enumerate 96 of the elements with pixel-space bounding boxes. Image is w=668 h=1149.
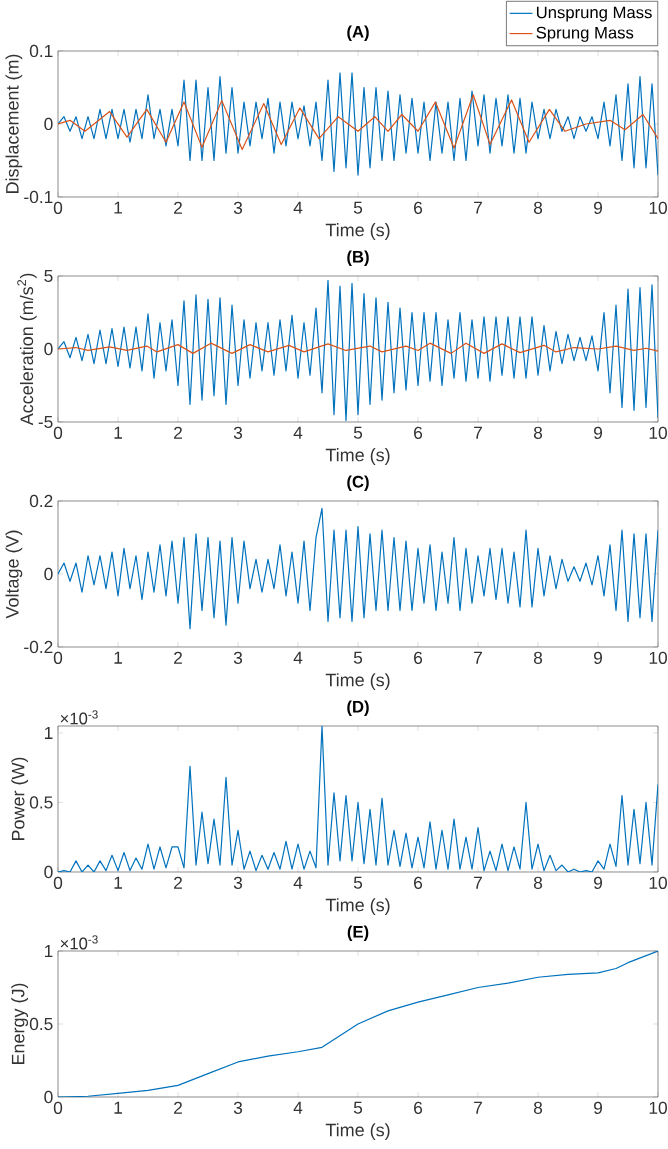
x-axis-title: Time (s) bbox=[325, 448, 390, 465]
x-tick-label: 4 bbox=[293, 1101, 303, 1114]
x-tick-label: 1 bbox=[114, 876, 122, 889]
y-tick-label: -0.2 bbox=[24, 640, 53, 654]
x-tick-label: 6 bbox=[414, 426, 423, 439]
y-axis-title: Voltage (V) bbox=[5, 530, 23, 619]
x-tick-label: 1 bbox=[114, 1101, 122, 1114]
x-tick-label: 7 bbox=[474, 426, 482, 439]
x-tick-label: 3 bbox=[233, 201, 243, 214]
x-tick-label: 0 bbox=[53, 1101, 63, 1114]
x-tick-label: 9 bbox=[594, 651, 603, 664]
x-axis-title: Time (s) bbox=[325, 898, 390, 915]
x-tick-label: 3 bbox=[233, 1101, 243, 1114]
x-tick-label: 4 bbox=[293, 876, 303, 889]
y-tick-label: 0.5 bbox=[29, 796, 53, 809]
y-tick-label: 1 bbox=[44, 945, 53, 957]
x-tick-label: 1 bbox=[114, 426, 122, 439]
y-tick-label: 0.1 bbox=[29, 44, 53, 58]
y-tick-label: 0 bbox=[44, 1090, 53, 1104]
x-tick-label: 6 bbox=[414, 651, 423, 664]
y-axis-title: Displacement (m) bbox=[5, 54, 23, 194]
x-tick-label: 2 bbox=[174, 201, 182, 214]
line-series bbox=[58, 94, 659, 151]
x-axis-title: Time (s) bbox=[325, 1123, 390, 1140]
x-tick-label: 10 bbox=[649, 876, 667, 889]
line-series bbox=[58, 725, 658, 872]
x-tick-label: 7 bbox=[474, 876, 482, 889]
chart-title: (C) bbox=[347, 475, 369, 491]
y-tick-label: -0.1 bbox=[24, 190, 53, 204]
line-series bbox=[58, 72, 659, 176]
y-tick-label: 0 bbox=[44, 567, 53, 581]
y-axis-title: Acceleration (m/s$^{2}$) bbox=[17, 273, 37, 426]
x-tick-label: 3 bbox=[233, 876, 243, 889]
chart-title: (E) bbox=[347, 925, 369, 941]
line-series bbox=[58, 507, 659, 630]
text: ×10$^{-3}$ bbox=[60, 935, 98, 950]
x-tick-label: 4 bbox=[293, 426, 303, 439]
x-tick-label: 5 bbox=[353, 1101, 363, 1114]
x-tick-label: 4 bbox=[293, 651, 303, 664]
x-tick-label: 0 bbox=[53, 426, 63, 439]
x-axis-title: Time (s) bbox=[325, 223, 390, 240]
y-tick-label: 5 bbox=[44, 269, 53, 283]
text: ×10$^{-3}$ bbox=[60, 710, 98, 725]
x-tick-label: 5 bbox=[353, 201, 363, 214]
x-tick-label: 10 bbox=[649, 201, 667, 214]
x-tick-label: 3 bbox=[233, 426, 243, 439]
y-tick-label: 0 bbox=[44, 117, 53, 131]
x-tick-label: 10 bbox=[649, 651, 667, 664]
x-tick-label: 8 bbox=[533, 651, 543, 664]
x-tick-label: 8 bbox=[533, 876, 543, 889]
x-tick-label: 0 bbox=[53, 201, 63, 214]
x-axis-title: Time (s) bbox=[325, 673, 390, 690]
y-tick-label: 0.2 bbox=[29, 494, 53, 508]
legend-label: Unsprung Mass bbox=[536, 6, 652, 22]
x-tick-label: 8 bbox=[533, 201, 543, 214]
y-tick-label: 0 bbox=[44, 865, 53, 879]
x-tick-label: 10 bbox=[649, 1101, 667, 1114]
x-tick-label: 9 bbox=[594, 876, 603, 889]
x-tick-label: 10 bbox=[649, 426, 667, 439]
x-tick-label: 1 bbox=[114, 201, 122, 214]
x-tick-label: 6 bbox=[414, 1101, 423, 1114]
x-tick-label: 0 bbox=[53, 651, 63, 664]
x-tick-label: 9 bbox=[594, 1101, 603, 1114]
x-tick-label: 9 bbox=[594, 426, 603, 439]
line-series bbox=[58, 342, 658, 354]
line-series bbox=[58, 951, 659, 1097]
x-tick-label: 4 bbox=[293, 201, 303, 214]
y-axis-title: Power (W) bbox=[11, 757, 29, 841]
chart-title: (A) bbox=[347, 25, 369, 41]
chart-title: (B) bbox=[347, 250, 369, 266]
x-tick-label: 3 bbox=[233, 651, 243, 664]
x-tick-label: 8 bbox=[533, 1101, 543, 1114]
x-tick-label: 5 bbox=[353, 651, 363, 664]
x-tick-label: 7 bbox=[474, 651, 482, 664]
x-tick-label: 6 bbox=[414, 876, 423, 889]
y-tick-label: 0.5 bbox=[29, 1017, 53, 1031]
y-axis-title: Energy (J) bbox=[11, 983, 29, 1065]
y-tick-label: -5 bbox=[38, 415, 53, 429]
line-series bbox=[58, 279, 658, 422]
x-tick-label: 2 bbox=[174, 1101, 182, 1114]
chart-title: (D) bbox=[347, 700, 369, 716]
x-tick-label: 2 bbox=[174, 426, 182, 439]
x-tick-label: 7 bbox=[474, 201, 482, 214]
x-tick-label: 7 bbox=[474, 1101, 482, 1114]
y-tick-label: 0 bbox=[44, 342, 53, 356]
legend-label: Sprung Mass bbox=[536, 26, 634, 42]
x-tick-label: 2 bbox=[174, 651, 182, 664]
x-tick-label: 2 bbox=[174, 876, 182, 889]
x-tick-label: 8 bbox=[533, 426, 543, 439]
x-tick-label: 5 bbox=[353, 426, 363, 439]
x-tick-label: 1 bbox=[114, 651, 122, 664]
y-tick-label: 1 bbox=[44, 726, 53, 739]
x-tick-label: 9 bbox=[594, 201, 603, 214]
x-tick-label: 6 bbox=[414, 201, 423, 214]
x-tick-label: 0 bbox=[53, 876, 63, 889]
x-tick-label: 5 bbox=[353, 876, 363, 889]
